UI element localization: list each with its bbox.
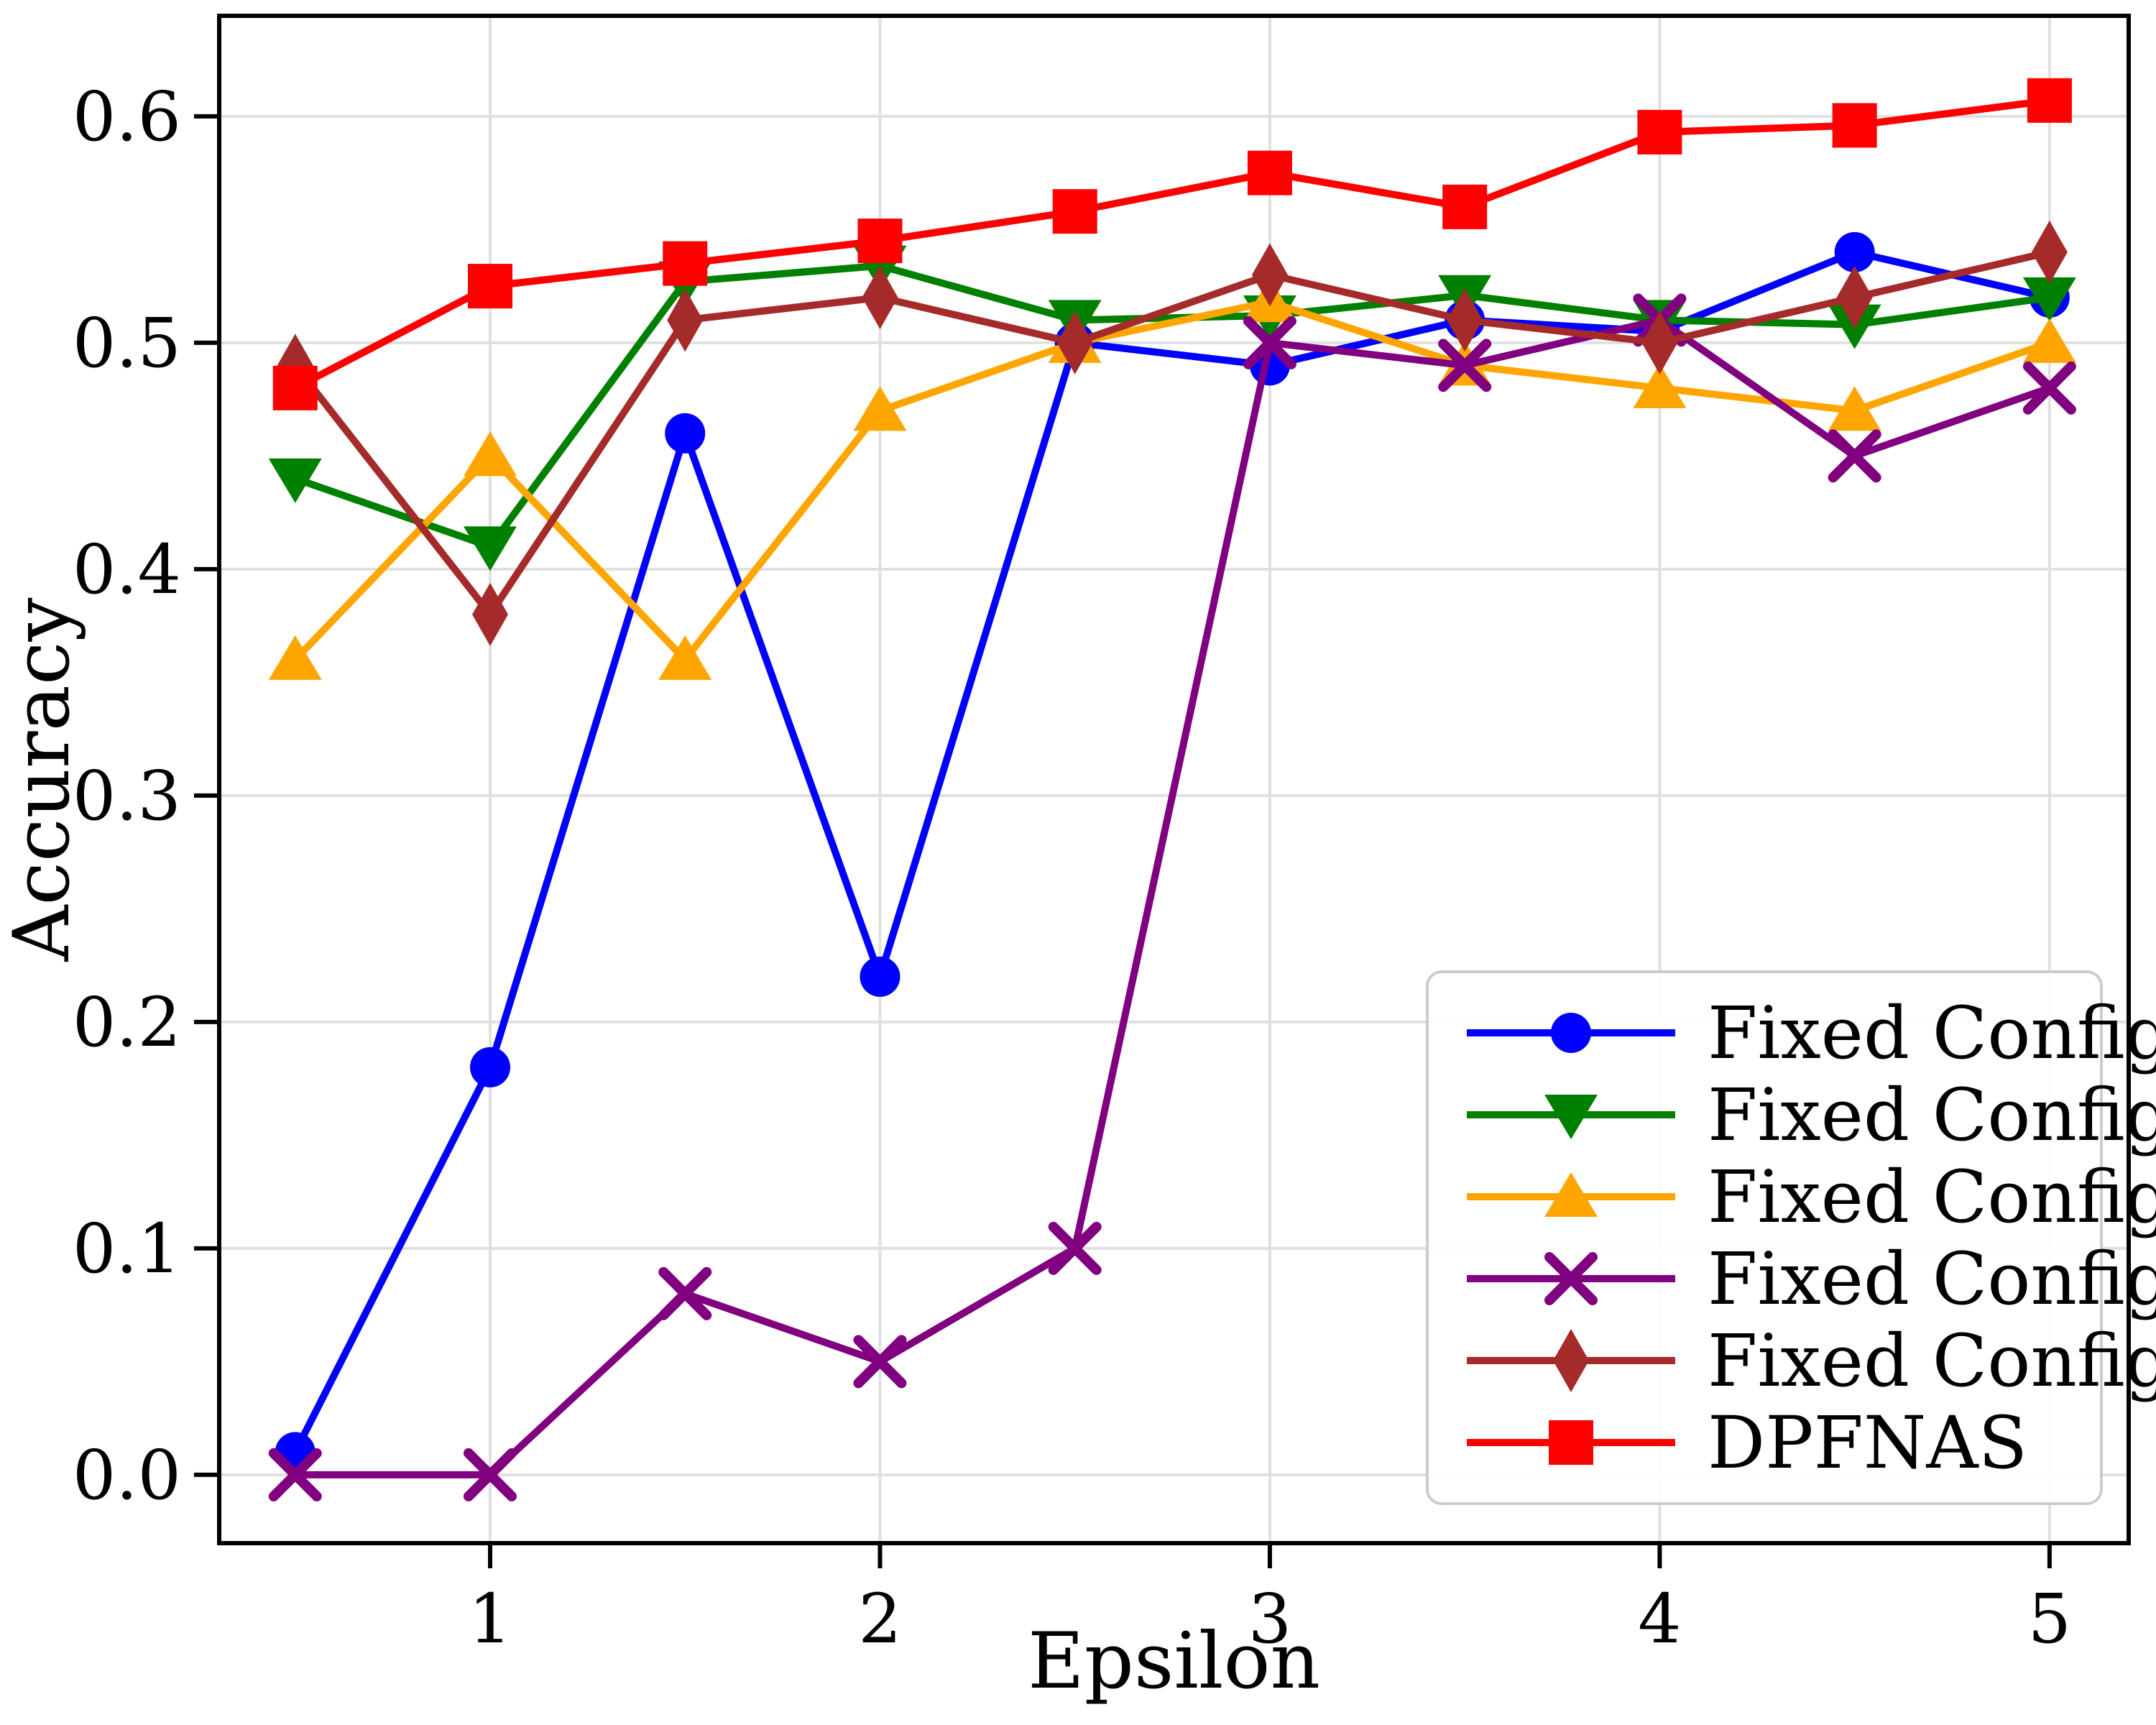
data-point-x bbox=[464, 1448, 517, 1501]
data-point-triangle-down bbox=[2022, 277, 2076, 322]
data-point-x bbox=[2022, 361, 2076, 415]
data-point-square bbox=[1052, 189, 1097, 234]
data-point-x bbox=[1243, 316, 1296, 369]
data-point-triangle-up bbox=[1633, 363, 1687, 408]
legend-label: Fixed Config D bbox=[1708, 1237, 2156, 1321]
series-line bbox=[291, 248, 2053, 618]
x-tick-label: 5 bbox=[2028, 1580, 2071, 1659]
series-line bbox=[291, 298, 2053, 663]
data-point-square bbox=[1247, 150, 1292, 196]
data-point-triangle-up bbox=[853, 386, 907, 431]
data-point-triangle-up bbox=[464, 431, 517, 477]
legend-entry-fixed-config-c: Fixed Config C bbox=[1467, 1155, 2156, 1239]
y-tick-label: 0.6 bbox=[73, 78, 181, 157]
data-point-thin-diamond bbox=[472, 582, 509, 646]
data-point-triangle-down bbox=[1544, 1095, 1598, 1139]
data-point-triangle-down bbox=[268, 458, 322, 503]
data-point-square bbox=[1549, 1420, 1593, 1465]
legend-box bbox=[1426, 970, 2103, 1505]
data-point-x bbox=[1048, 1221, 1102, 1275]
data-point-circle bbox=[665, 413, 706, 454]
data-point-thin-diamond bbox=[1836, 265, 1873, 329]
legend-label: Fixed Config C bbox=[1708, 1155, 2156, 1239]
data-point-x bbox=[268, 1448, 322, 1501]
data-point-x bbox=[1438, 339, 1492, 392]
data-point-x bbox=[853, 1335, 907, 1389]
data-point-square bbox=[857, 218, 903, 264]
data-point-x bbox=[658, 1266, 712, 1320]
series-line bbox=[291, 96, 2053, 392]
data-point-square bbox=[272, 365, 318, 410]
series-fixed-config-e bbox=[277, 220, 2068, 646]
x-tick-label: 2 bbox=[858, 1580, 901, 1659]
data-point-thin-diamond bbox=[862, 265, 898, 329]
y-axis: 0.0 0.1 0.2 0.3 0.4 0.5 0.6 bbox=[73, 78, 219, 1515]
x-tick-label: 4 bbox=[1638, 1580, 1681, 1659]
series-dpfnas bbox=[272, 78, 2072, 410]
y-tick-label: 0.4 bbox=[73, 530, 181, 610]
y-tick-label: 0.1 bbox=[73, 1210, 181, 1289]
data-point-circle bbox=[470, 1046, 511, 1087]
x-axis: 1 2 3 4 5 bbox=[469, 1543, 2071, 1659]
legend-entry-fixed-config-b: Fixed Config B bbox=[1467, 1073, 2156, 1157]
y-tick-label: 0.5 bbox=[73, 304, 181, 383]
data-point-triangle-up bbox=[268, 635, 322, 680]
data-point-circle bbox=[1834, 231, 1875, 272]
data-point-thin-diamond bbox=[1641, 310, 1678, 374]
data-point-thin-diamond bbox=[1056, 310, 1093, 374]
x-tick-label: 3 bbox=[1248, 1580, 1291, 1659]
data-point-circle bbox=[1551, 1013, 1591, 1053]
data-point-triangle-up bbox=[658, 635, 712, 680]
data-point-thin-diamond bbox=[2031, 220, 2068, 284]
data-point-circle bbox=[860, 956, 900, 997]
data-point-x bbox=[1544, 1252, 1598, 1305]
legend-label: Fixed Config B bbox=[1708, 1073, 2156, 1157]
data-point-triangle-up bbox=[1544, 1172, 1598, 1217]
data-point-x bbox=[1828, 429, 1881, 483]
legend-label: DPFNAS bbox=[1708, 1401, 2027, 1485]
data-point-thin-diamond bbox=[1447, 288, 1483, 352]
y-tick-label: 0.2 bbox=[73, 983, 181, 1062]
data-point-square bbox=[663, 241, 708, 286]
legend-entry-dpfnas: DPFNAS bbox=[1467, 1401, 2027, 1485]
data-point-triangle-up bbox=[2022, 318, 2076, 363]
data-point-square bbox=[468, 264, 513, 309]
data-point-square bbox=[2027, 78, 2072, 123]
data-point-thin-diamond bbox=[667, 288, 704, 352]
data-point-square bbox=[1442, 184, 1488, 229]
legend-label: Fixed Config E bbox=[1708, 1319, 2156, 1403]
y-tick-label: 0.0 bbox=[73, 1436, 181, 1515]
series-line bbox=[291, 316, 2053, 1478]
data-point-thin-diamond bbox=[1251, 243, 1288, 307]
y-axis-label: Accuracy bbox=[0, 597, 87, 962]
plot-border bbox=[217, 14, 2131, 1545]
data-point-square bbox=[1832, 103, 1877, 148]
series-fixed-config-c bbox=[268, 277, 2076, 680]
x-axis-label: Epsilon bbox=[1028, 1616, 1320, 1706]
series-line bbox=[291, 248, 2053, 1456]
legend: Fixed Config AFixed Config BFixed Config… bbox=[1426, 970, 2156, 1505]
data-point-thin-diamond bbox=[277, 334, 313, 397]
legend-entry-fixed-config-d: Fixed Config D bbox=[1467, 1237, 2156, 1321]
data-point-thin-diamond bbox=[1553, 1329, 1589, 1392]
data-point-triangle-up bbox=[1828, 386, 1881, 431]
y-tick-label: 0.3 bbox=[73, 757, 181, 836]
data-point-triangle-down bbox=[464, 526, 517, 571]
x-tick-label: 1 bbox=[469, 1580, 512, 1659]
legend-entry-fixed-config-a: Fixed Config A bbox=[1467, 991, 2156, 1075]
legend-label: Fixed Config A bbox=[1708, 991, 2156, 1075]
data-point-square bbox=[1637, 109, 1682, 155]
legend-entry-fixed-config-e: Fixed Config E bbox=[1467, 1319, 2156, 1403]
